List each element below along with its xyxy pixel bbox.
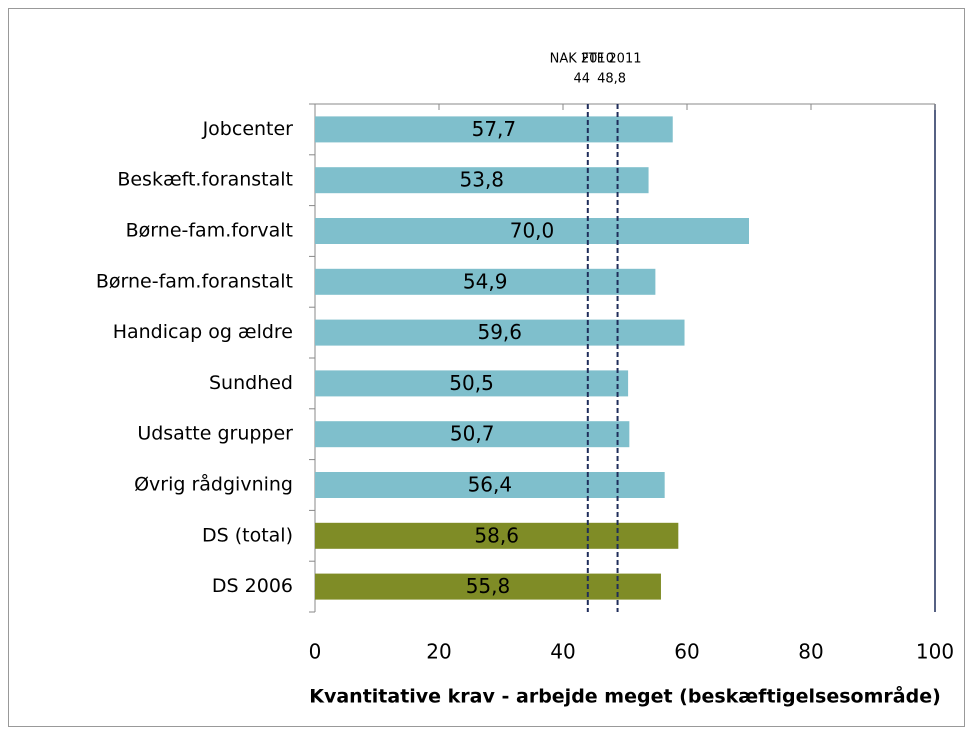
bar: [315, 319, 685, 346]
y-tick-label: Børne-fam.foranstalt: [96, 270, 293, 292]
y-tick-label: Handicap og ældre: [113, 321, 293, 343]
y-tick-label: Beskæft.foranstalt: [117, 169, 293, 191]
bar: [315, 268, 656, 295]
y-tick-label: DS 2006: [212, 575, 293, 597]
reference-value: 44: [574, 72, 591, 87]
y-tick-label: Jobcenter: [202, 118, 294, 140]
x-tick-label: 0: [309, 640, 322, 664]
y-tick-label: DS (total): [202, 524, 293, 546]
bar: [315, 218, 749, 244]
value-label: 53,8: [460, 168, 505, 192]
bar: [315, 421, 630, 448]
bar: [315, 573, 661, 600]
value-label: 57,7: [472, 117, 517, 141]
reference-label: FTF 2011: [582, 52, 642, 67]
y-tick-label: Børne-fam.forvalt: [126, 220, 293, 242]
value-label: 56,4: [468, 473, 513, 497]
x-tick-label: 80: [798, 640, 823, 664]
x-tick-label: 40: [550, 640, 575, 664]
x-tick-label: 100: [916, 640, 954, 664]
value-label: 55,8: [466, 574, 511, 598]
bar: [315, 370, 629, 397]
value-label: 70,0: [510, 219, 555, 243]
value-label: 50,7: [450, 422, 495, 446]
y-tick-label: Øvrig rådgivning: [134, 473, 293, 496]
x-tick-label: 20: [426, 640, 451, 664]
reference-value: 48,8: [597, 72, 626, 87]
value-label: 59,6: [477, 320, 522, 344]
y-tick-label: Sundhed: [209, 372, 293, 394]
y-tick-label: Udsatte grupper: [137, 423, 293, 445]
value-label: 50,5: [449, 371, 494, 395]
x-tick-label: 60: [674, 640, 699, 664]
x-axis-label: Kvantitative krav - arbejde meget (beskæ…: [309, 684, 941, 708]
value-label: 54,9: [463, 269, 508, 293]
bar: [315, 472, 665, 498]
bar: [315, 116, 673, 143]
bar: [315, 167, 649, 194]
value-label: 58,6: [474, 523, 519, 547]
reference-label: NAK 2010: [550, 52, 614, 67]
